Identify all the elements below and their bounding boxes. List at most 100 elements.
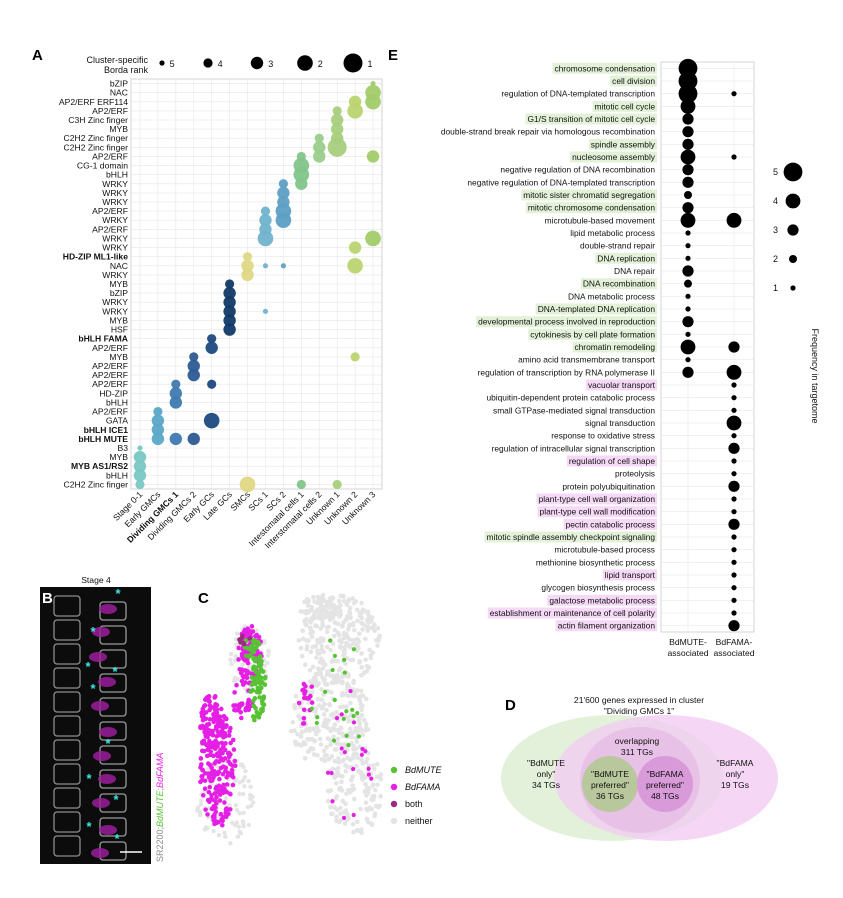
e-term-label: regulation of DNA-templated transcriptio… (501, 89, 655, 99)
e-term-label: mitotic chromosome condensation (528, 203, 655, 213)
umap-cell (315, 650, 321, 656)
umap-cell (305, 749, 311, 754)
panel-b-side-label: SR2200;BdMUTE;BdFAMA (155, 753, 165, 862)
side-label-grey: SR2200; (155, 827, 165, 862)
umap-cell (326, 611, 331, 617)
legend-title-line1: Cluster-specific (86, 55, 148, 65)
a-point (262, 308, 269, 314)
a-row-label: HD-ZIP (99, 388, 128, 398)
umap-plot (195, 592, 384, 846)
a-point (330, 113, 344, 127)
umap-cell (373, 803, 379, 809)
umap-cell (363, 721, 369, 727)
umap-cell (346, 816, 352, 821)
e-term-highlight (580, 278, 657, 290)
umap-cell (358, 806, 363, 812)
umap-cell (364, 609, 370, 615)
umap-cell (236, 657, 241, 662)
umap-cell (350, 755, 356, 761)
umap-cell (240, 654, 245, 660)
umap-cell (356, 734, 362, 739)
umap-cell (368, 617, 373, 622)
e-term-label: small GTPase-mediated signal transductio… (493, 405, 655, 415)
e-legend-dot (790, 285, 796, 291)
umap-cell (361, 717, 367, 723)
a-point (133, 450, 147, 464)
umap-cell (201, 710, 207, 715)
mute-pref-line1: "BdMUTE (591, 769, 629, 779)
b-cell-left (53, 691, 81, 713)
umap-cell (204, 753, 210, 759)
umap-cell (248, 784, 253, 789)
a-legend-label: 3 (268, 59, 273, 69)
umap-cell (341, 620, 346, 625)
e-term-label: DNA recombination (583, 279, 655, 289)
umap-cell (210, 777, 215, 783)
e-term-highlight (552, 62, 657, 74)
umap-cell (293, 739, 298, 745)
umap-cell (340, 731, 345, 736)
frequency-legend-title: Frequency in targetome (810, 328, 820, 423)
umap-cell (199, 762, 204, 767)
panel-a-points (133, 80, 381, 493)
umap-cell (341, 716, 346, 722)
umap-cell (359, 651, 364, 656)
umap-cell (257, 685, 263, 691)
a-legend-dot (343, 53, 363, 73)
umap-cell (332, 758, 338, 764)
umap-cell (254, 628, 259, 633)
umap-cell (338, 602, 343, 608)
umap-cell (325, 770, 331, 775)
umap-cell (252, 717, 257, 723)
umap-cell (335, 736, 341, 742)
e-legend-dot (789, 255, 797, 263)
umap-cell (235, 703, 241, 709)
umap-cell (212, 815, 217, 820)
a-point (332, 479, 342, 490)
e-point-fama (731, 496, 737, 502)
legend-title-line2: Borda rank (104, 65, 149, 75)
e-term-highlight (525, 113, 657, 125)
umap-cell (224, 814, 229, 820)
umap-cell (256, 663, 262, 668)
umap-cell (299, 729, 305, 735)
umap-cell (219, 740, 225, 746)
a-legend-label: 1 (368, 59, 373, 69)
e-term-highlight (487, 607, 657, 619)
umap-cell (236, 645, 241, 651)
a-point (203, 412, 220, 429)
umap-cell (228, 740, 233, 746)
a-point (327, 137, 347, 157)
panel-e-points (678, 58, 742, 632)
a-point (189, 352, 199, 362)
fama-pref-line3: 48 TGs (651, 791, 679, 801)
umap-cell (377, 633, 383, 639)
umap-cell (364, 816, 370, 822)
a-point (275, 212, 292, 229)
umap-cell (313, 682, 318, 688)
b-cell-left (53, 811, 81, 833)
umap-cell (223, 807, 229, 812)
a-point (241, 268, 254, 282)
umap-cell (365, 628, 371, 634)
umap-cell (302, 599, 307, 605)
umap-cell (315, 715, 320, 720)
umap-cell (207, 784, 213, 790)
umap-cell (302, 618, 307, 624)
c-legend-label: both (405, 799, 423, 809)
umap-cell (292, 703, 297, 709)
a-legend-dot (159, 60, 165, 66)
b-marker-star: * (86, 771, 92, 786)
umap-cell (232, 678, 237, 683)
a-point (133, 469, 147, 482)
umap-cell (366, 772, 371, 777)
a-row-label: bHLH (106, 397, 128, 407)
umap-cell (336, 598, 342, 604)
e-legend-label: 3 (773, 225, 778, 235)
b-fama-nucleus (98, 774, 116, 784)
c-legend-label: BdFAMA (405, 782, 440, 792)
e-term-label: vacuolar transport (588, 380, 656, 390)
b-fama-nucleus (98, 677, 116, 687)
umap-cell (322, 676, 327, 682)
side-label-sep: ; (155, 788, 165, 791)
